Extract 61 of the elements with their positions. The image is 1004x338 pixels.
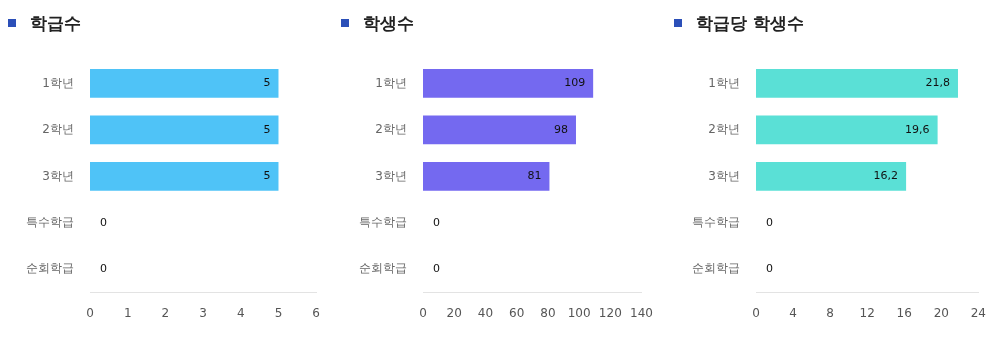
data-label: 16,2	[873, 169, 899, 183]
data-label: 0	[433, 262, 440, 276]
x-tick-label: 0	[752, 305, 760, 320]
y-tick-label: 순회학급	[359, 261, 407, 276]
bar	[756, 161, 907, 191]
data-label: 5	[263, 76, 271, 90]
data-label: 109	[564, 76, 586, 90]
data-label: 0	[433, 215, 440, 229]
x-tick-label: 5	[274, 305, 283, 320]
y-tick-label: 2학년	[708, 122, 740, 137]
y-tick-label: 3학년	[708, 168, 740, 183]
y-tick-label: 1학년	[42, 75, 74, 90]
chart-title: 학급당 학생수	[696, 11, 804, 35]
y-tick-label: 순회학급	[692, 261, 740, 276]
x-tick-label: 120	[598, 305, 622, 320]
x-tick-label: 16	[896, 305, 912, 320]
data-label: 0	[766, 262, 773, 276]
x-tick-label: 0	[419, 305, 427, 320]
data-label: 98	[553, 122, 568, 136]
data-label: 0	[100, 262, 107, 276]
x-tick-label: 6	[312, 305, 320, 320]
bar	[756, 115, 938, 145]
x-tick-label: 140	[630, 305, 653, 320]
x-tick-label: 0	[86, 305, 94, 320]
x-tick-label: 4	[236, 305, 245, 320]
y-tick-label: 3학년	[375, 168, 407, 183]
y-tick-label: 특수학급	[692, 215, 740, 230]
y-tick-label: 2학년	[42, 122, 74, 137]
bar	[423, 69, 594, 98]
y-tick-label: 순회학급	[26, 261, 74, 276]
x-tick-label: 4	[789, 305, 797, 320]
bar	[756, 69, 958, 98]
bar	[423, 161, 550, 191]
x-tick-label: 20	[933, 305, 949, 320]
x-tick-label: 12	[859, 305, 875, 320]
x-tick-label: 40	[477, 305, 494, 320]
x-tick-label: 24	[970, 305, 987, 320]
y-tick-label: 2학년	[375, 122, 407, 137]
data-label: 5	[263, 169, 271, 183]
x-tick-label: 2	[161, 305, 170, 320]
bar	[423, 115, 576, 145]
x-tick-label: 80	[540, 305, 556, 320]
data-label: 21,8	[925, 76, 950, 90]
chart-title: 학급수	[30, 11, 81, 35]
y-tick-label: 1학년	[708, 75, 740, 90]
data-label: 81	[527, 169, 542, 183]
data-label: 5	[263, 122, 271, 136]
y-tick-label: 특수학급	[26, 215, 74, 230]
y-tick-label: 3학년	[42, 168, 74, 183]
data-label: 0	[766, 215, 773, 229]
data-label: 0	[100, 215, 107, 229]
x-tick-label: 20	[446, 305, 462, 320]
x-tick-label: 3	[199, 305, 207, 320]
x-tick-label: 100	[567, 305, 591, 320]
x-tick-label: 60	[509, 305, 525, 320]
y-tick-label: 1학년	[375, 75, 407, 90]
x-tick-label: 1	[123, 305, 132, 320]
chart-title: 학생수	[363, 11, 414, 35]
x-tick-label: 8	[826, 305, 834, 320]
y-tick-label: 특수학급	[359, 215, 407, 230]
data-label: 19,6	[905, 122, 930, 136]
